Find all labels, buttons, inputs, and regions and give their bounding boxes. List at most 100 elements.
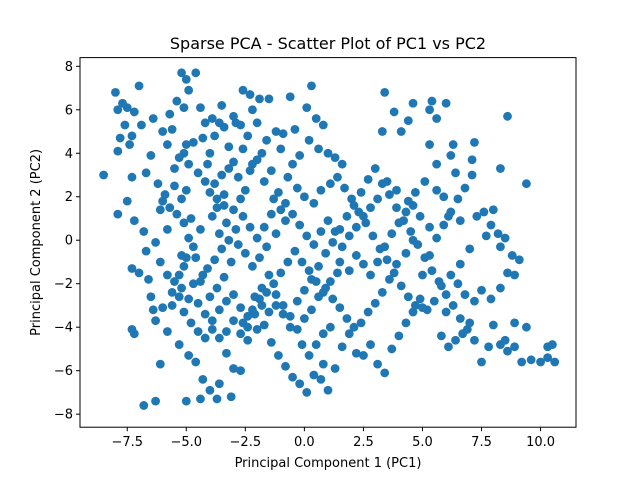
scatter-point bbox=[408, 235, 418, 245]
scatter-point bbox=[127, 172, 137, 182]
y-tick-label: 2 bbox=[65, 190, 73, 205]
scatter-point bbox=[486, 220, 496, 230]
scatter-point bbox=[377, 288, 387, 297]
scatter-point bbox=[269, 279, 279, 289]
scatter-point bbox=[455, 314, 465, 323]
scatter-point bbox=[165, 203, 175, 213]
scatter-point bbox=[418, 303, 427, 313]
scatter-point bbox=[418, 270, 427, 280]
scatter-point bbox=[222, 327, 231, 336]
scatter-point bbox=[481, 231, 491, 241]
scatter-point bbox=[151, 238, 160, 247]
scatter-point bbox=[181, 396, 191, 406]
scatter-point bbox=[214, 379, 224, 389]
scatter-point bbox=[359, 259, 368, 269]
scatter-point bbox=[356, 188, 366, 197]
scatter-point bbox=[229, 316, 238, 326]
scatter-point bbox=[477, 285, 486, 295]
scatter-point bbox=[179, 307, 189, 317]
scatter-point bbox=[236, 194, 246, 204]
scatter-point bbox=[200, 333, 210, 343]
scatter-point bbox=[205, 188, 215, 197]
scatter-point bbox=[290, 246, 300, 256]
scatter-point bbox=[139, 227, 149, 236]
scatter-point bbox=[224, 235, 234, 245]
scatter-point bbox=[330, 153, 340, 163]
scatter-point bbox=[425, 105, 434, 115]
scatter-point bbox=[229, 364, 238, 373]
scatter-point bbox=[243, 311, 253, 321]
scatter-point bbox=[113, 146, 123, 156]
scatter-point bbox=[351, 251, 361, 260]
y-tick-label: −4 bbox=[54, 321, 73, 336]
scatter-point bbox=[415, 211, 425, 221]
scatter-point bbox=[271, 127, 281, 136]
scatter-point bbox=[271, 290, 281, 299]
scatter-point bbox=[274, 188, 283, 197]
scatter-point bbox=[252, 233, 262, 243]
scatter-point bbox=[309, 370, 319, 380]
y-tick-label: 8 bbox=[65, 60, 73, 75]
scatter-point bbox=[295, 220, 305, 230]
scatter-point bbox=[304, 266, 314, 276]
scatter-point bbox=[174, 270, 184, 280]
scatter-point bbox=[401, 318, 411, 328]
scatter-point bbox=[200, 309, 210, 319]
scatter-point bbox=[477, 357, 486, 367]
scatter-point bbox=[366, 203, 375, 213]
scatter-point bbox=[304, 351, 314, 360]
scatter-point bbox=[425, 251, 434, 260]
scatter-point bbox=[214, 333, 224, 343]
scatter-point bbox=[196, 277, 205, 286]
scatter-point bbox=[229, 157, 238, 167]
scatter-point bbox=[323, 216, 333, 226]
scatter-point bbox=[174, 153, 184, 163]
scatter-point bbox=[162, 224, 172, 234]
scatter-point bbox=[550, 357, 560, 367]
scatter-point bbox=[200, 118, 210, 128]
scatter-point bbox=[370, 164, 380, 173]
scatter-point bbox=[436, 281, 446, 291]
scatter-point bbox=[217, 101, 227, 110]
scatter-point bbox=[302, 103, 312, 112]
scatter-point bbox=[496, 283, 505, 293]
scatter-point bbox=[304, 135, 314, 145]
scatter-point bbox=[184, 294, 194, 304]
scatter-point bbox=[212, 283, 222, 293]
scatter-point bbox=[333, 172, 342, 182]
scatter-point bbox=[385, 190, 394, 199]
scatter-point bbox=[460, 290, 470, 299]
scatter-point bbox=[186, 318, 196, 328]
scatter-point bbox=[325, 322, 335, 332]
scatter-point bbox=[167, 288, 177, 297]
scatter-point bbox=[351, 348, 361, 358]
scatter-point bbox=[342, 314, 352, 323]
x-tick-label: −2.5 bbox=[230, 435, 262, 450]
scatter-point bbox=[193, 327, 203, 336]
scatter-point bbox=[536, 357, 545, 367]
scatter-point bbox=[170, 181, 179, 191]
scatter-point bbox=[162, 327, 172, 336]
scatter-point bbox=[314, 261, 323, 271]
scatter-point bbox=[210, 131, 220, 141]
scatter-point bbox=[514, 255, 524, 265]
scatter-point bbox=[233, 240, 243, 249]
scatter-point bbox=[318, 359, 328, 369]
scatter-point bbox=[179, 218, 189, 228]
scatter-point bbox=[252, 324, 262, 334]
scatter-point bbox=[193, 168, 203, 178]
scatter-point bbox=[184, 351, 194, 360]
scatter-point bbox=[165, 109, 175, 119]
x-tick-label: 7.5 bbox=[471, 435, 492, 450]
scatter-point bbox=[222, 218, 231, 228]
scatter-point bbox=[177, 194, 186, 204]
scatter-point bbox=[226, 392, 236, 402]
scatter-point bbox=[255, 294, 264, 304]
scatter-point bbox=[382, 177, 392, 186]
scatter-point bbox=[347, 194, 357, 204]
scatter-point bbox=[141, 246, 151, 256]
scatter-point bbox=[252, 118, 262, 128]
scatter-point bbox=[385, 274, 394, 284]
